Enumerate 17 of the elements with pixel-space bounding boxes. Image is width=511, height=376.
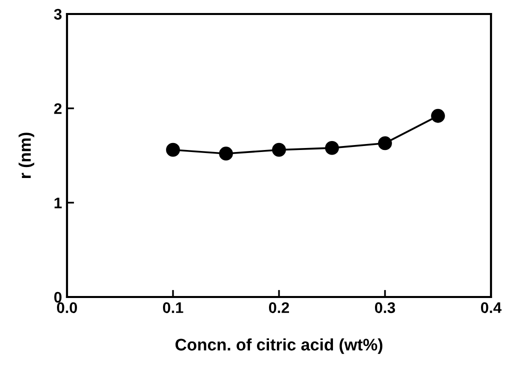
x-tick-label: 0.4	[480, 302, 502, 314]
point	[325, 141, 339, 155]
y-tick-label: 1	[54, 198, 62, 208]
y-axis-title: r (nm)	[18, 132, 34, 178]
text: 0.0	[56, 302, 77, 314]
x-tick-label: 0.2	[268, 302, 290, 314]
y-tick-label: 2	[54, 103, 62, 114]
point	[378, 136, 392, 150]
point	[166, 142, 180, 157]
point	[272, 142, 286, 157]
point	[431, 108, 445, 123]
x-tick-label: 0.3	[374, 302, 396, 314]
y-tick-label: 3	[54, 8, 62, 20]
x-axis-title: Concn. of citric acid (wt%)	[176, 338, 382, 354]
point	[219, 146, 233, 161]
y-tick-label: 0	[54, 292, 62, 303]
x-tick-label: 0.1	[162, 302, 184, 314]
